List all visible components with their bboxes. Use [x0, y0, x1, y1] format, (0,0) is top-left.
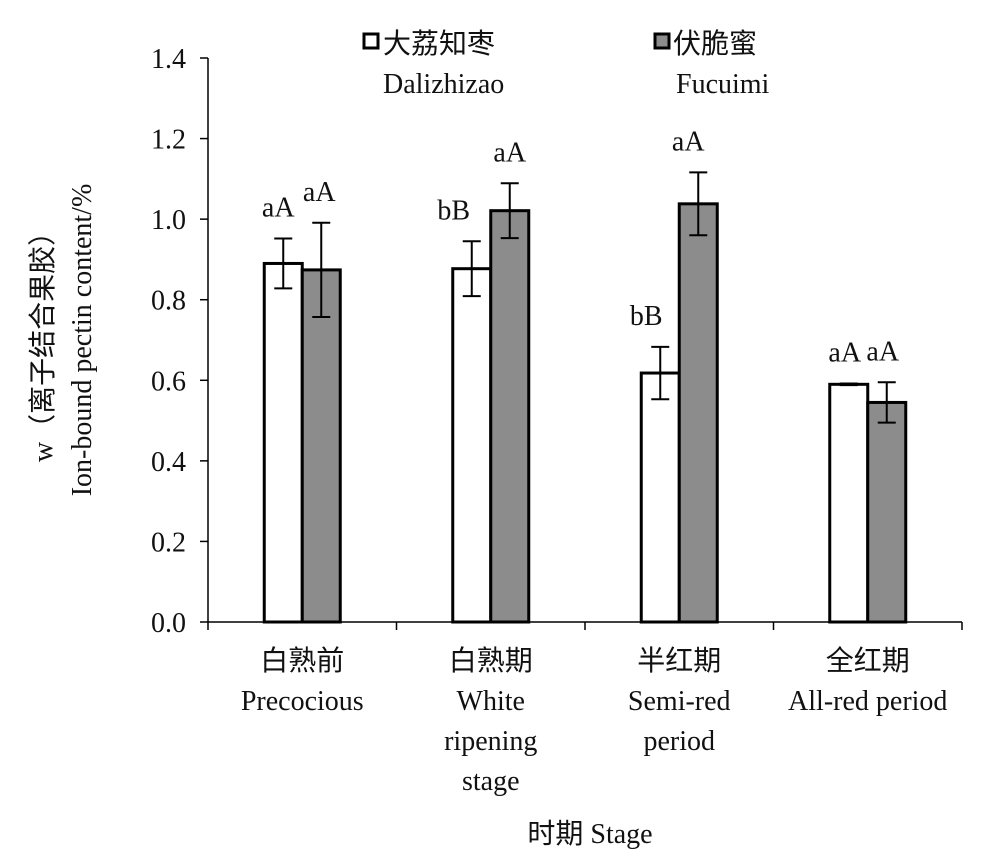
y-tick-label-2: 0.4 — [151, 447, 186, 478]
legend-label-fucuimi-cn: 伏脆蜜 — [673, 28, 757, 60]
legend-item-fucuimi: 伏脆蜜 Fucuimi — [653, 28, 770, 100]
x-category-label-2-line-2: period — [643, 726, 715, 757]
y-axis-label: w（离子结合果胶） Ion-bound pectin content/% — [27, 184, 98, 497]
legend-label-fucuimi-en: Fucuimi — [676, 69, 770, 100]
x-category-label-1-line-2: ripening — [444, 726, 537, 757]
legend: 大荔知枣 Dalizhizao 伏脆蜜 Fucuimi — [362, 28, 770, 100]
x-category-label-3-line-1: All-red period — [788, 686, 947, 717]
significance-label-dalizhizao-3: aA — [828, 338, 861, 369]
bar-dalizhizao-1 — [451, 267, 493, 624]
y-tick-label-1: 0.2 — [151, 527, 186, 558]
bar-fucuimi-3 — [866, 400, 908, 624]
legend-label-dalizhizao-cn: 大荔知枣 — [383, 28, 495, 60]
x-category-label-2-line-0: 半红期 — [637, 645, 721, 677]
x-category-label-1-line-0: 白熟期 — [449, 645, 533, 677]
bar-dalizhizao-3 — [828, 382, 870, 624]
x-category-label-3-line-0: 全红期 — [826, 645, 910, 677]
y-tick-label-7: 1.4 — [151, 44, 186, 75]
y-tick-label-4: 0.8 — [151, 286, 186, 317]
bar-dalizhizao-2 — [639, 371, 681, 624]
bar-fucuimi-1 — [489, 209, 531, 624]
significance-label-dalizhizao-1: bB — [437, 195, 470, 226]
significance-label-fucuimi-1: aA — [493, 137, 526, 168]
legend-item-dalizhizao: 大荔知枣 Dalizhizao — [362, 28, 504, 100]
x-category-label-0-line-1: Precocious — [241, 686, 364, 717]
significance-label-fucuimi-3: aA — [866, 336, 899, 367]
y-tick-label-3: 0.6 — [151, 366, 186, 397]
bar-fucuimi-0 — [300, 268, 342, 624]
bar-dalizhizao-0 — [262, 261, 304, 624]
x-category-label-1-line-1: White — [457, 686, 525, 717]
y-tick-label-6: 1.2 — [151, 125, 186, 156]
legend-label-dalizhizao-en: Dalizhizao — [383, 69, 504, 100]
y-axis-label-line2: Ion-bound pectin content/% — [67, 184, 98, 497]
legend-swatch-fucuimi — [653, 32, 671, 50]
legend-swatch-dalizhizao — [362, 32, 380, 50]
x-category-label-0-line-0: 白熟前 — [260, 645, 344, 677]
y-tick-label-5: 1.0 — [151, 205, 186, 236]
significance-label-dalizhizao-0: aA — [262, 192, 295, 223]
x-axis-label: 时期 Stage — [527, 818, 652, 850]
significance-label-fucuimi-2: aA — [672, 126, 705, 157]
bar-fucuimi-2 — [677, 202, 719, 624]
y-tick-label-0: 0.0 — [151, 608, 186, 639]
plot-area: 0.0 0.2 0.4 0.6 0.8 1.0 1.2 1.4 白熟前 Precocious 白熟期… — [151, 44, 963, 797]
significance-label-dalizhizao-2: bB — [630, 301, 663, 332]
significance-label-fucuimi-0: aA — [303, 177, 336, 208]
x-category-label-2-line-1: Semi-red — [628, 686, 731, 717]
x-category-label-1-line-3: stage — [462, 766, 520, 797]
y-axis-label-line1: w（离子结合果胶） — [27, 218, 59, 462]
